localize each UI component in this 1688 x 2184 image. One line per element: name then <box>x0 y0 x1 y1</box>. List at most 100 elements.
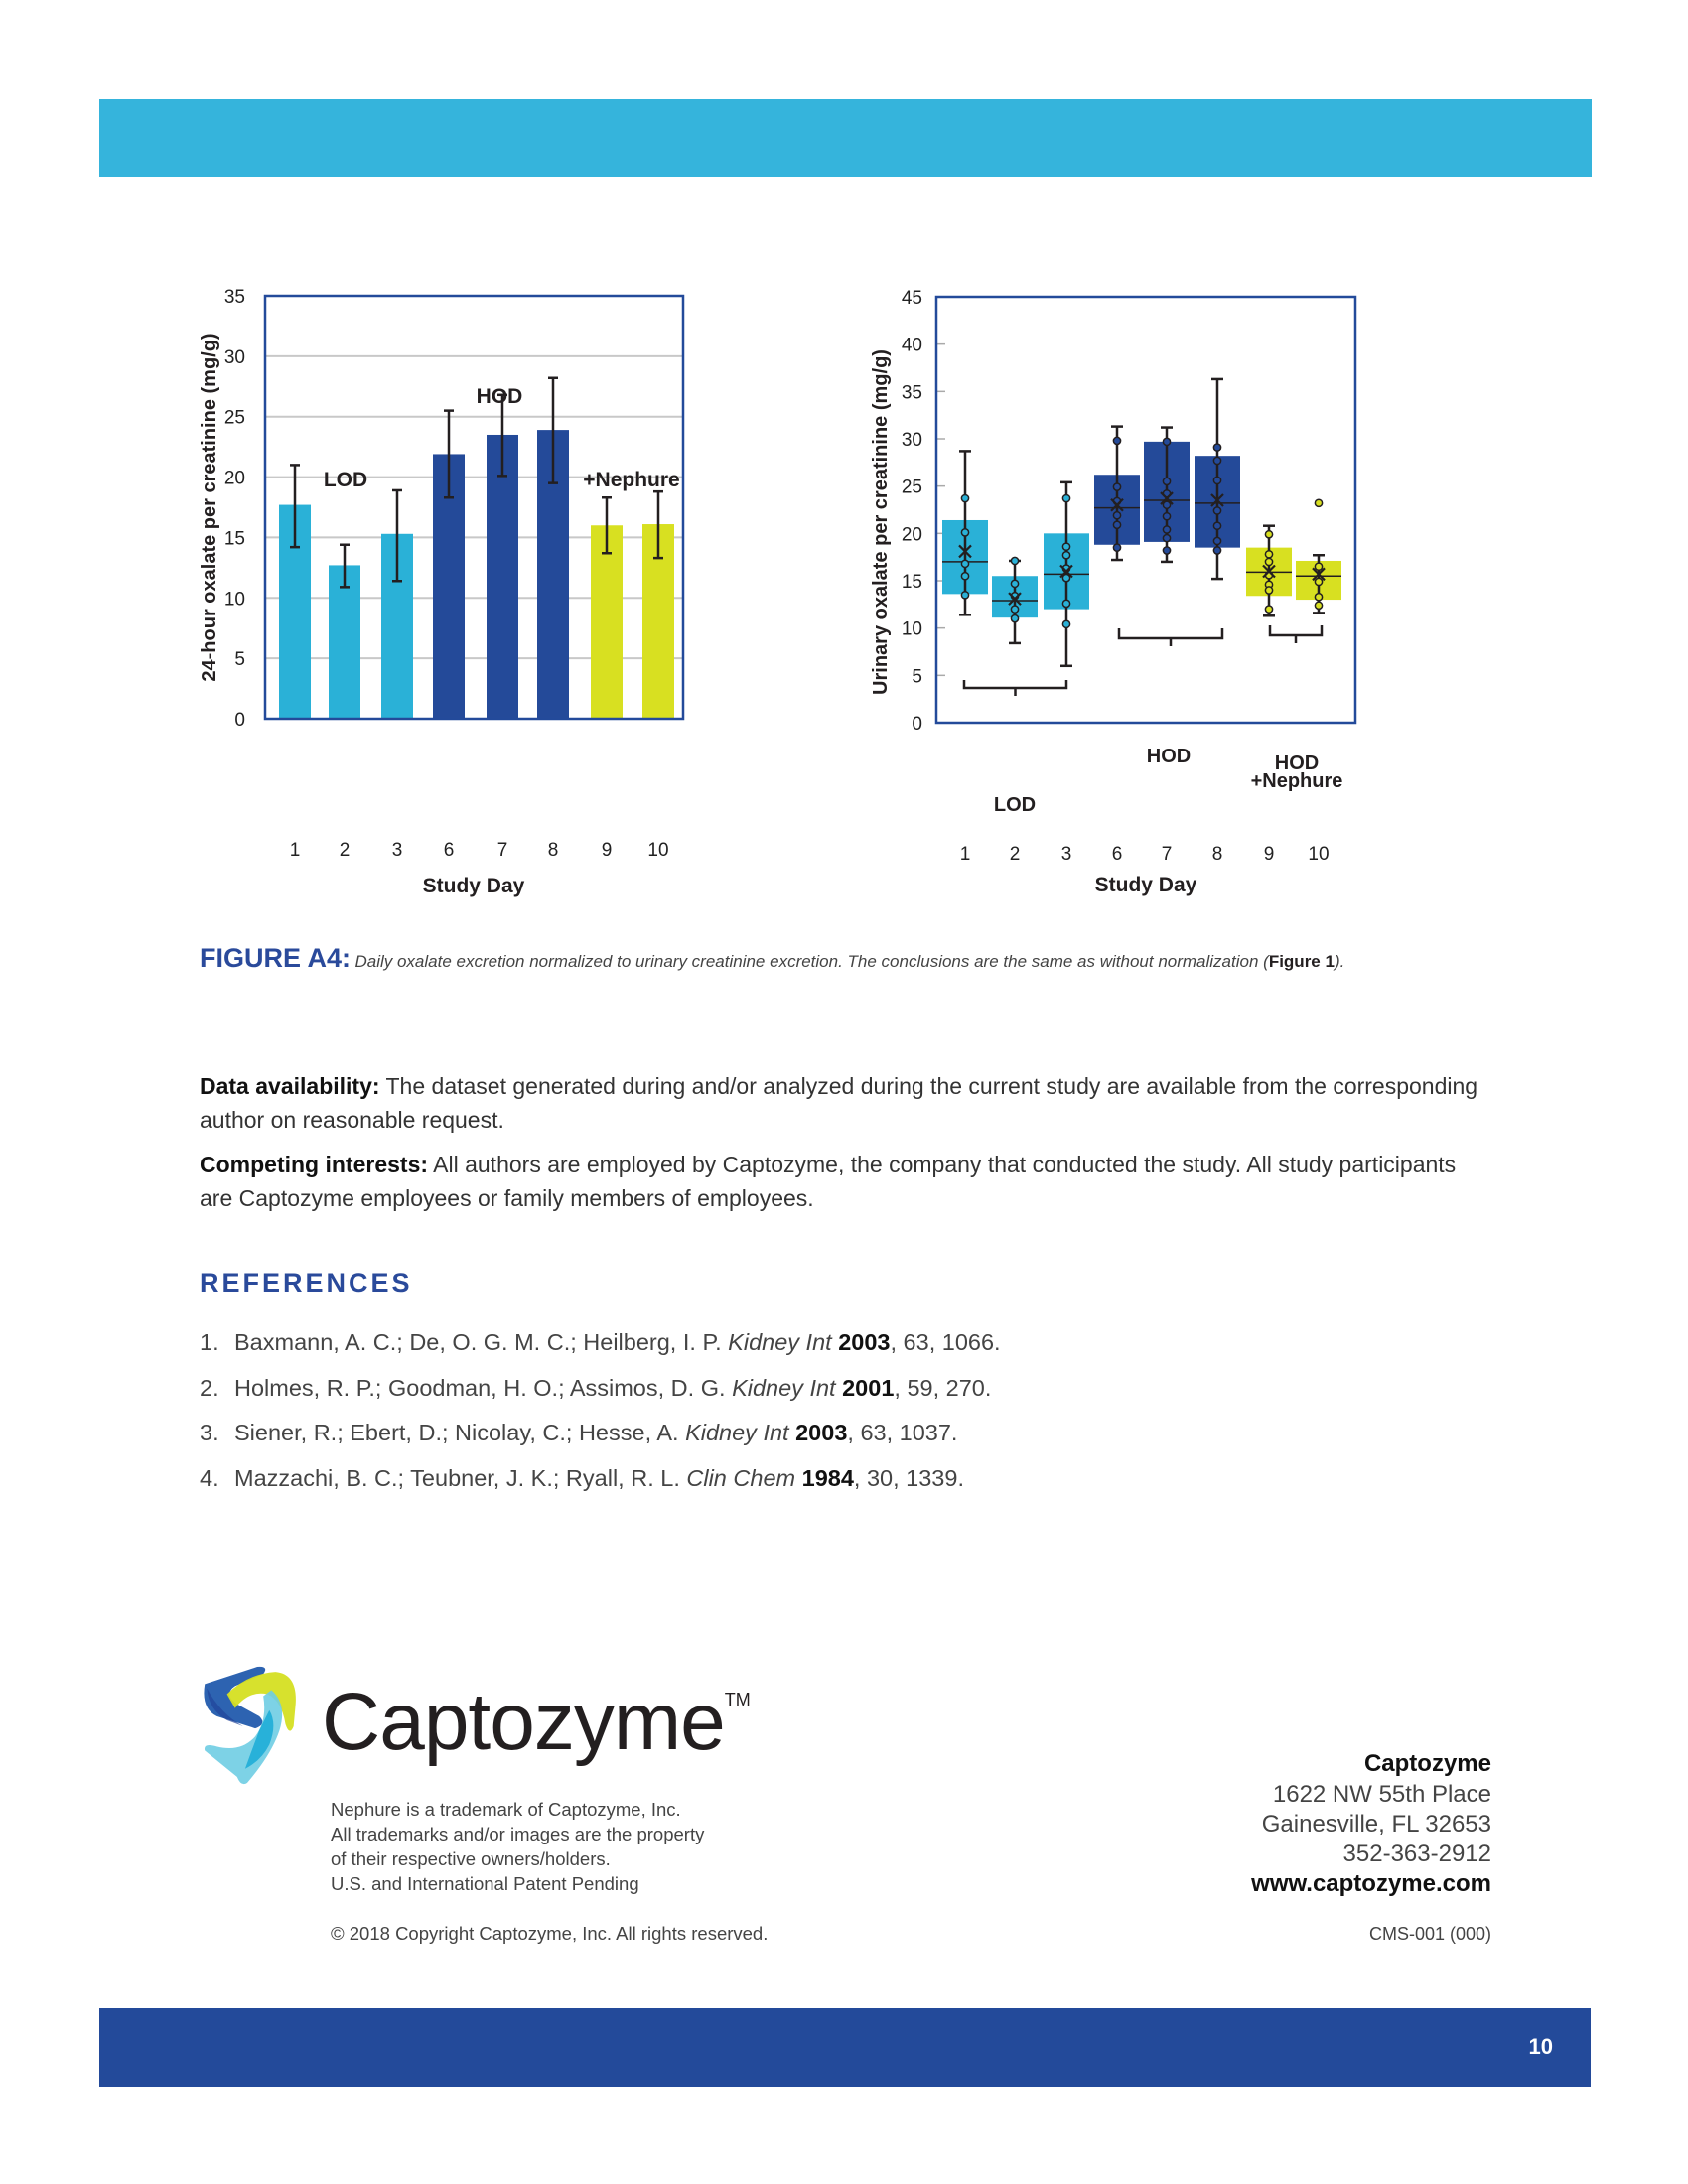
reference-year: 2003 <box>795 1420 848 1445</box>
competing-interests: Competing interests: All authors are emp… <box>200 1148 1490 1215</box>
reference-year: 2003 <box>838 1329 891 1355</box>
bracket-label-hod: HOD <box>1147 746 1191 767</box>
data-point <box>960 493 970 503</box>
reference-journal: Kidney Int <box>732 1375 836 1401</box>
reference-details: , 59, 270. <box>894 1375 992 1401</box>
data-point <box>1314 498 1324 508</box>
data-point <box>1010 605 1020 614</box>
data-point <box>1212 506 1222 515</box>
trademark-note: of their respective owners/holders. <box>331 1848 611 1869</box>
caption-figure-link[interactable]: Figure 1 <box>1268 952 1335 971</box>
data-point <box>1314 577 1324 587</box>
x-tick-label: 6 <box>444 840 455 861</box>
bar <box>329 565 360 719</box>
y-tick-label: 20 <box>224 469 245 489</box>
reference-number: 4. <box>200 1465 219 1491</box>
website-link[interactable]: www.captozyme.com <box>1251 1870 1491 1897</box>
footer-band: 10 <box>99 2008 1591 2087</box>
annotation-lod: LOD <box>324 469 367 491</box>
reference-authors: Siener, R.; Ebert, D.; Nicolay, C.; Hess… <box>234 1420 686 1445</box>
y-tick-label: 25 <box>224 408 245 429</box>
bracket-label-hod-nephure: HOD <box>1275 752 1319 774</box>
data-availability-text: The dataset generated during and/or anal… <box>200 1073 1478 1133</box>
mean-marker <box>1008 592 1022 606</box>
data-point <box>1112 543 1122 552</box>
x-tick-label: 7 <box>497 840 508 861</box>
mean-marker <box>1110 497 1124 512</box>
plot-frame <box>934 295 1357 725</box>
data-point <box>1061 599 1071 609</box>
mean-marker <box>1059 564 1073 579</box>
data-point <box>1212 521 1222 531</box>
page-number: 10 <box>1528 2034 1553 2059</box>
mean-marker <box>958 544 972 559</box>
data-point <box>1314 562 1324 572</box>
y-tick-label: 30 <box>224 347 245 368</box>
data-availability-label: Data availability: <box>200 1073 380 1099</box>
competing-interests-text: All authors are employed by Captozyme, t… <box>200 1152 1457 1211</box>
trademark-note: All trademarks and/or images are the pro… <box>331 1824 705 1844</box>
data-point <box>1162 546 1172 555</box>
reference-authors: Baxmann, A. C.; De, O. G. M. C.; Heilber… <box>234 1329 729 1355</box>
reference-authors: Holmes, R. P.; Goodman, H. O.; Assimos, … <box>234 1375 733 1401</box>
trademark-note: Nephure is a trademark of Captozyme, Inc… <box>331 1799 681 1820</box>
y-tick-label: 35 <box>224 287 245 308</box>
copyright: © 2018 Copyright Captozyme, Inc. All rig… <box>331 1923 769 1944</box>
data-point <box>1112 520 1122 530</box>
y-tick-label: 10 <box>224 589 245 610</box>
x-tick-label: 2 <box>1010 844 1021 865</box>
data-point <box>1212 443 1222 452</box>
address-phone: 352-363-2912 <box>1342 1841 1491 1867</box>
reference-item: 4. Mazzachi, B. C.; Teubner, J. K.; Ryall… <box>200 1465 964 1492</box>
x-tick-label: 2 <box>340 840 351 861</box>
y-tick-label: 30 <box>902 430 922 451</box>
reference-item: 1. Baxmann, A. C.; De, O. G. M. C.; Heilb… <box>200 1329 1001 1356</box>
x-tick-label: 10 <box>647 840 668 861</box>
data-point <box>1061 493 1071 503</box>
data-point <box>1162 525 1172 534</box>
group-bracket <box>962 680 1068 696</box>
y-axis-title: 24-hour oxalate per creatinine (mg/g) <box>199 333 220 681</box>
reference-journal: Kidney Int <box>728 1329 832 1355</box>
data-point <box>960 571 970 581</box>
reference-number: 1. <box>200 1329 219 1355</box>
plot-frame <box>263 294 685 721</box>
group-bracket <box>1117 628 1224 646</box>
address-street: 1622 NW 55th Place <box>1272 1781 1491 1808</box>
data-point <box>1314 601 1324 611</box>
data-point <box>1162 477 1172 486</box>
y-tick-label: 20 <box>902 524 922 545</box>
data-point <box>1112 436 1122 446</box>
y-tick-label: 5 <box>912 666 922 687</box>
bar <box>591 525 623 719</box>
x-tick-label: 10 <box>1308 844 1329 865</box>
y-tick-label: 5 <box>234 649 245 670</box>
reference-details: , 63, 1066. <box>890 1329 1001 1355</box>
data-point <box>960 590 970 600</box>
x-tick-label: 3 <box>392 840 403 861</box>
mean-marker <box>1262 564 1276 579</box>
data-point <box>1264 549 1274 559</box>
x-tick-label: 1 <box>290 840 301 861</box>
reference-journal: Kidney Int <box>685 1420 789 1445</box>
y-tick-label: 15 <box>902 572 922 593</box>
x-axis-title: Study Day <box>423 875 525 897</box>
y-tick-label: 35 <box>902 382 922 403</box>
mean-marker <box>1160 491 1174 505</box>
x-tick-label: 8 <box>548 840 559 861</box>
x-tick-label: 7 <box>1162 844 1173 865</box>
data-point <box>1212 536 1222 546</box>
data-point <box>1314 592 1324 602</box>
address-city: Gainesville, FL 32653 <box>1261 1811 1491 1838</box>
references-heading: REFERENCES <box>200 1268 413 1297</box>
y-tick-label: 25 <box>902 478 922 498</box>
group-bracket <box>1268 625 1324 643</box>
data-point <box>1162 500 1172 510</box>
x-tick-label: 6 <box>1112 844 1123 865</box>
reference-year: 1984 <box>801 1465 854 1491</box>
data-point <box>1010 614 1020 623</box>
data-point <box>1061 550 1071 560</box>
x-tick-label: 9 <box>1264 844 1275 865</box>
x-tick-label: 9 <box>602 840 613 861</box>
document-code: CMS-001 (000) <box>1368 1924 1491 1944</box>
